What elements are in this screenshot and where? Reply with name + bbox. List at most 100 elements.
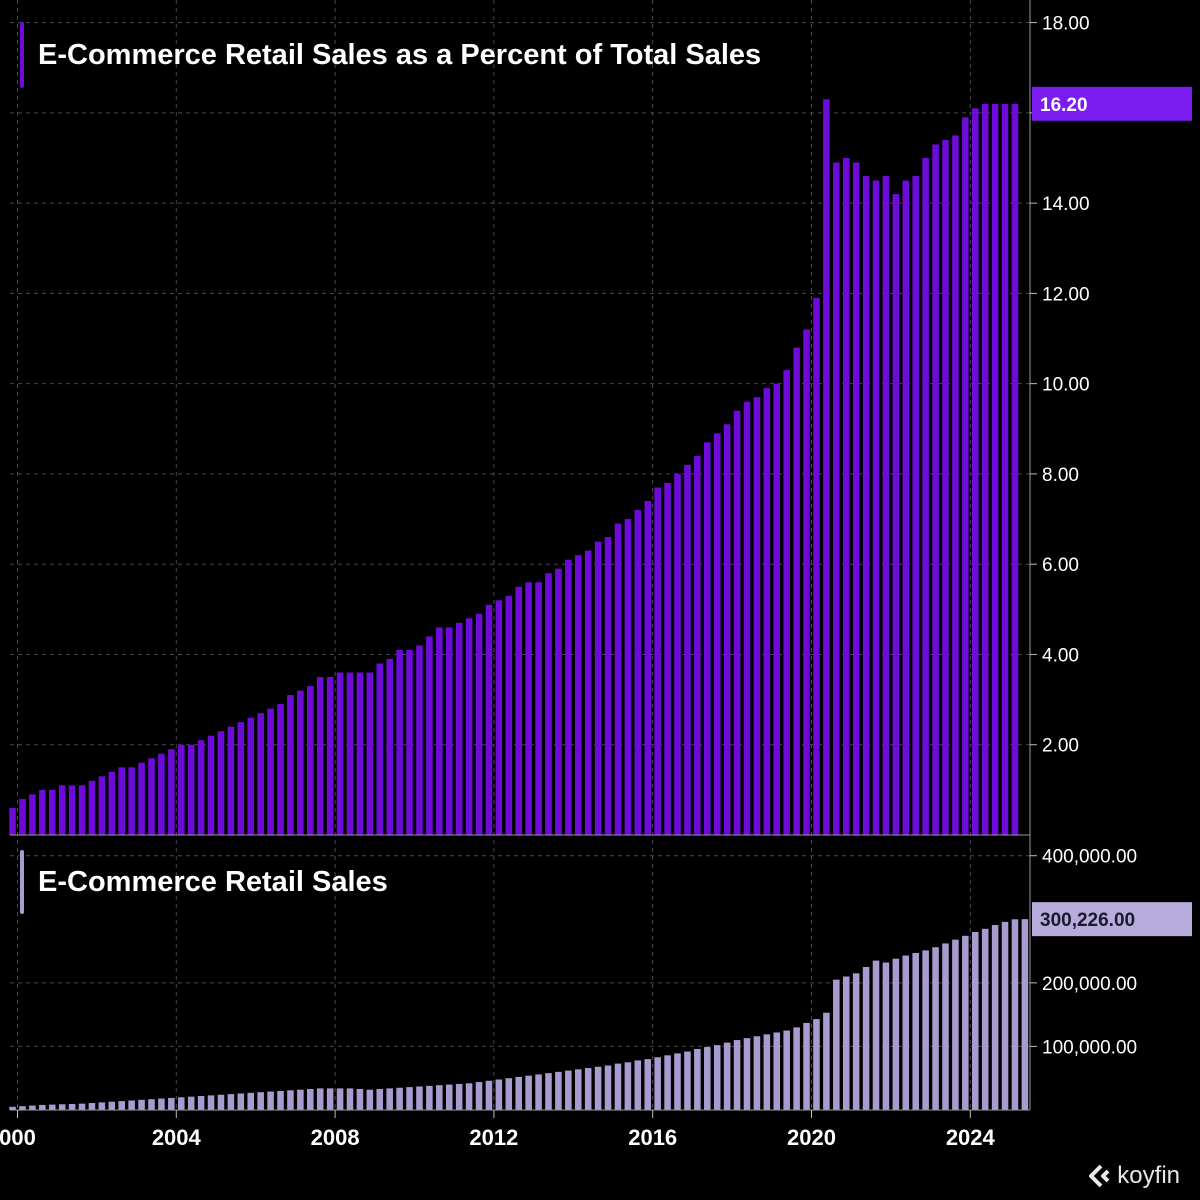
data-bar (237, 1093, 245, 1110)
data-bar (803, 1022, 810, 1110)
data-bar (416, 1086, 423, 1110)
data-bar (277, 1090, 284, 1110)
sales-chart-title: E-Commerce Retail Sales (38, 865, 388, 898)
y-tick-label: 2.00 (1042, 736, 1079, 757)
data-bar (823, 99, 830, 835)
data-bar (763, 1034, 771, 1110)
data-bar (842, 976, 850, 1110)
data-bar (376, 663, 384, 835)
data-bar (346, 672, 354, 835)
percent-y-axis: 2.004.006.008.0010.0012.0014.0016.0018.0… (1030, 14, 1090, 757)
data-bar (862, 966, 870, 1110)
data-bar (177, 1097, 185, 1110)
koyfin-logo[interactable]: koyfin (1087, 1162, 1180, 1190)
last-value-label: 300,226.00 (1040, 910, 1135, 931)
data-bar (942, 943, 949, 1110)
data-bar (39, 789, 46, 835)
sales-title-accent (20, 850, 24, 914)
data-bar (614, 1063, 622, 1110)
data-bar (743, 1038, 751, 1110)
data-bar (694, 1048, 701, 1110)
data-bar (525, 582, 532, 835)
data-bar (932, 144, 939, 835)
data-bar (793, 1027, 800, 1110)
data-bar (634, 510, 642, 835)
data-bar (604, 1065, 612, 1110)
data-bar (406, 649, 413, 835)
data-bar (58, 785, 66, 835)
data-bar (465, 618, 473, 835)
data-bar (98, 776, 106, 835)
data-bar (78, 1103, 86, 1110)
data-bar (475, 1082, 483, 1110)
data-bar (932, 947, 939, 1110)
data-bar (316, 677, 324, 835)
data-bar (396, 1087, 403, 1110)
data-bar (962, 935, 969, 1110)
data-bar (118, 1101, 125, 1110)
data-bar (842, 157, 850, 836)
data-bar (257, 713, 264, 835)
data-bar (584, 1068, 592, 1110)
data-bar (445, 627, 453, 835)
data-bar (187, 1096, 195, 1110)
x-tick-label: 2008 (311, 1125, 360, 1150)
data-bar (922, 157, 929, 836)
data-bar (624, 1062, 632, 1110)
data-bar (168, 749, 175, 835)
data-bar (227, 1094, 235, 1110)
data-bar (168, 1097, 175, 1110)
data-bar (525, 1075, 532, 1110)
data-bar (207, 735, 215, 835)
data-bar (277, 704, 284, 835)
data-bar (9, 807, 16, 835)
data-bar (68, 1103, 76, 1110)
data-bar (148, 758, 155, 835)
data-bar (485, 1080, 493, 1110)
data-bar (733, 1040, 741, 1110)
data-bar (386, 658, 393, 835)
data-bar (455, 1083, 463, 1110)
data-bar (396, 649, 403, 835)
data-bar (207, 1095, 215, 1110)
data-bar (793, 347, 800, 835)
data-bar (803, 329, 810, 835)
data-bar (624, 519, 632, 835)
y-tick-label: 8.00 (1042, 465, 1079, 486)
data-bar (962, 117, 969, 836)
data-bar (58, 1104, 66, 1110)
data-bar (217, 731, 225, 835)
data-bar (19, 1106, 26, 1110)
data-bar (515, 1076, 522, 1110)
data-bar (852, 973, 860, 1110)
plot-frame (10, 0, 1031, 1111)
data-bar (495, 600, 503, 835)
data-bar (723, 1042, 731, 1110)
data-bar (29, 794, 36, 835)
data-bar (654, 1057, 661, 1110)
data-bar (88, 1103, 96, 1110)
data-bar (197, 740, 205, 835)
last-value-badge (1032, 902, 1192, 937)
x-axis: 000 2004 2008 2012 2016 2020 2024 (0, 1110, 996, 1150)
data-bar (267, 708, 274, 835)
data-bar (753, 1036, 761, 1110)
data-bar (247, 717, 255, 835)
data-bar (177, 744, 185, 835)
data-bar (545, 1073, 552, 1110)
percent-title-accent (20, 22, 24, 88)
data-bar (1001, 103, 1009, 836)
data-bar (29, 1105, 36, 1110)
data-bar (416, 645, 423, 835)
data-bar (426, 636, 433, 835)
data-bar (684, 1051, 691, 1110)
data-bar (922, 950, 929, 1110)
data-bar (971, 108, 979, 835)
data-bar (674, 1053, 681, 1110)
data-bar (833, 979, 840, 1110)
data-bar (713, 433, 721, 835)
data-bar (48, 1104, 56, 1110)
y-tick-label: 6.00 (1042, 555, 1079, 576)
data-bar (128, 1100, 135, 1110)
y-tick-label: 18.00 (1042, 14, 1090, 35)
